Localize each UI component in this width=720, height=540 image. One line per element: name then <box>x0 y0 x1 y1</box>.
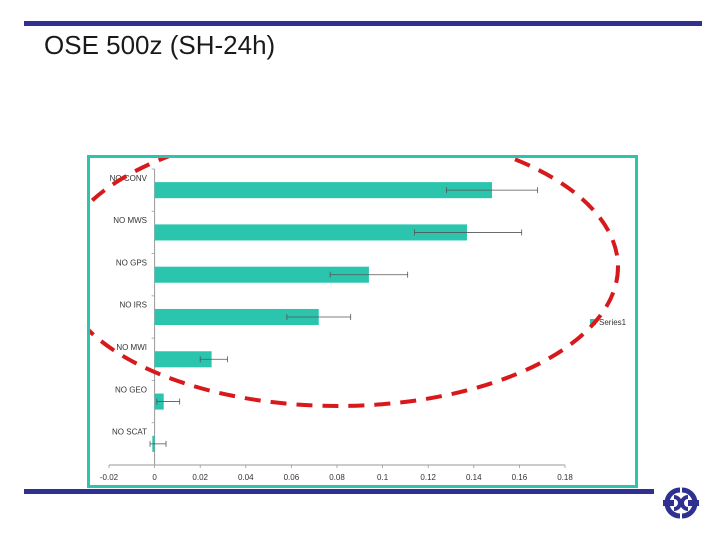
x-tick-label: -0.02 <box>100 473 119 482</box>
x-tick-label: 0 <box>152 473 157 482</box>
bottom-rule <box>24 489 654 494</box>
x-tick-label: 0.12 <box>420 473 436 482</box>
x-tick-label: 0.14 <box>466 473 482 482</box>
x-tick-label: 0.1 <box>377 473 389 482</box>
category-label: NO MWI <box>116 343 147 352</box>
x-tick-label: 0.06 <box>284 473 300 482</box>
category-label: NO SCAT <box>112 428 147 437</box>
category-label: NO MWS <box>113 216 147 225</box>
bar-chart: NO CONV NO MWS NO GPS NO IRS NO MWI NO GEO NO … <box>90 158 627 482</box>
bar-no-gps <box>154 266 369 283</box>
category-label: NO CONV <box>110 174 148 183</box>
x-tick-label: 0.08 <box>329 473 345 482</box>
x-tick-label: 0.18 <box>557 473 573 482</box>
bar-no-mws <box>154 224 467 241</box>
legend-label: Series1 <box>599 318 627 327</box>
bar-no-conv <box>154 182 493 199</box>
slide-title: OSE 500z (SH-24h) <box>44 30 276 60</box>
bar-no-mwi <box>154 351 212 368</box>
category-label: NO IRS <box>119 301 147 310</box>
x-tick-label: 0.02 <box>192 473 208 482</box>
category-label: NO GEO <box>115 385 147 394</box>
x-tick-label: 0.16 <box>512 473 528 482</box>
category-label: NO GPS <box>116 258 147 267</box>
highlight-ellipse <box>90 158 620 408</box>
ecmwf-logo-icon <box>663 487 699 519</box>
bar-no-irs <box>154 308 319 326</box>
x-tick-label: 0.04 <box>238 473 254 482</box>
top-rule <box>24 21 702 26</box>
chart-frame: NO CONV NO MWS NO GPS NO IRS NO MWI NO GEO NO … <box>87 155 638 488</box>
